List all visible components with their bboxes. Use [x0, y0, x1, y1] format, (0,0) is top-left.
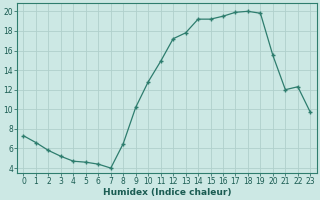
- X-axis label: Humidex (Indice chaleur): Humidex (Indice chaleur): [103, 188, 231, 197]
